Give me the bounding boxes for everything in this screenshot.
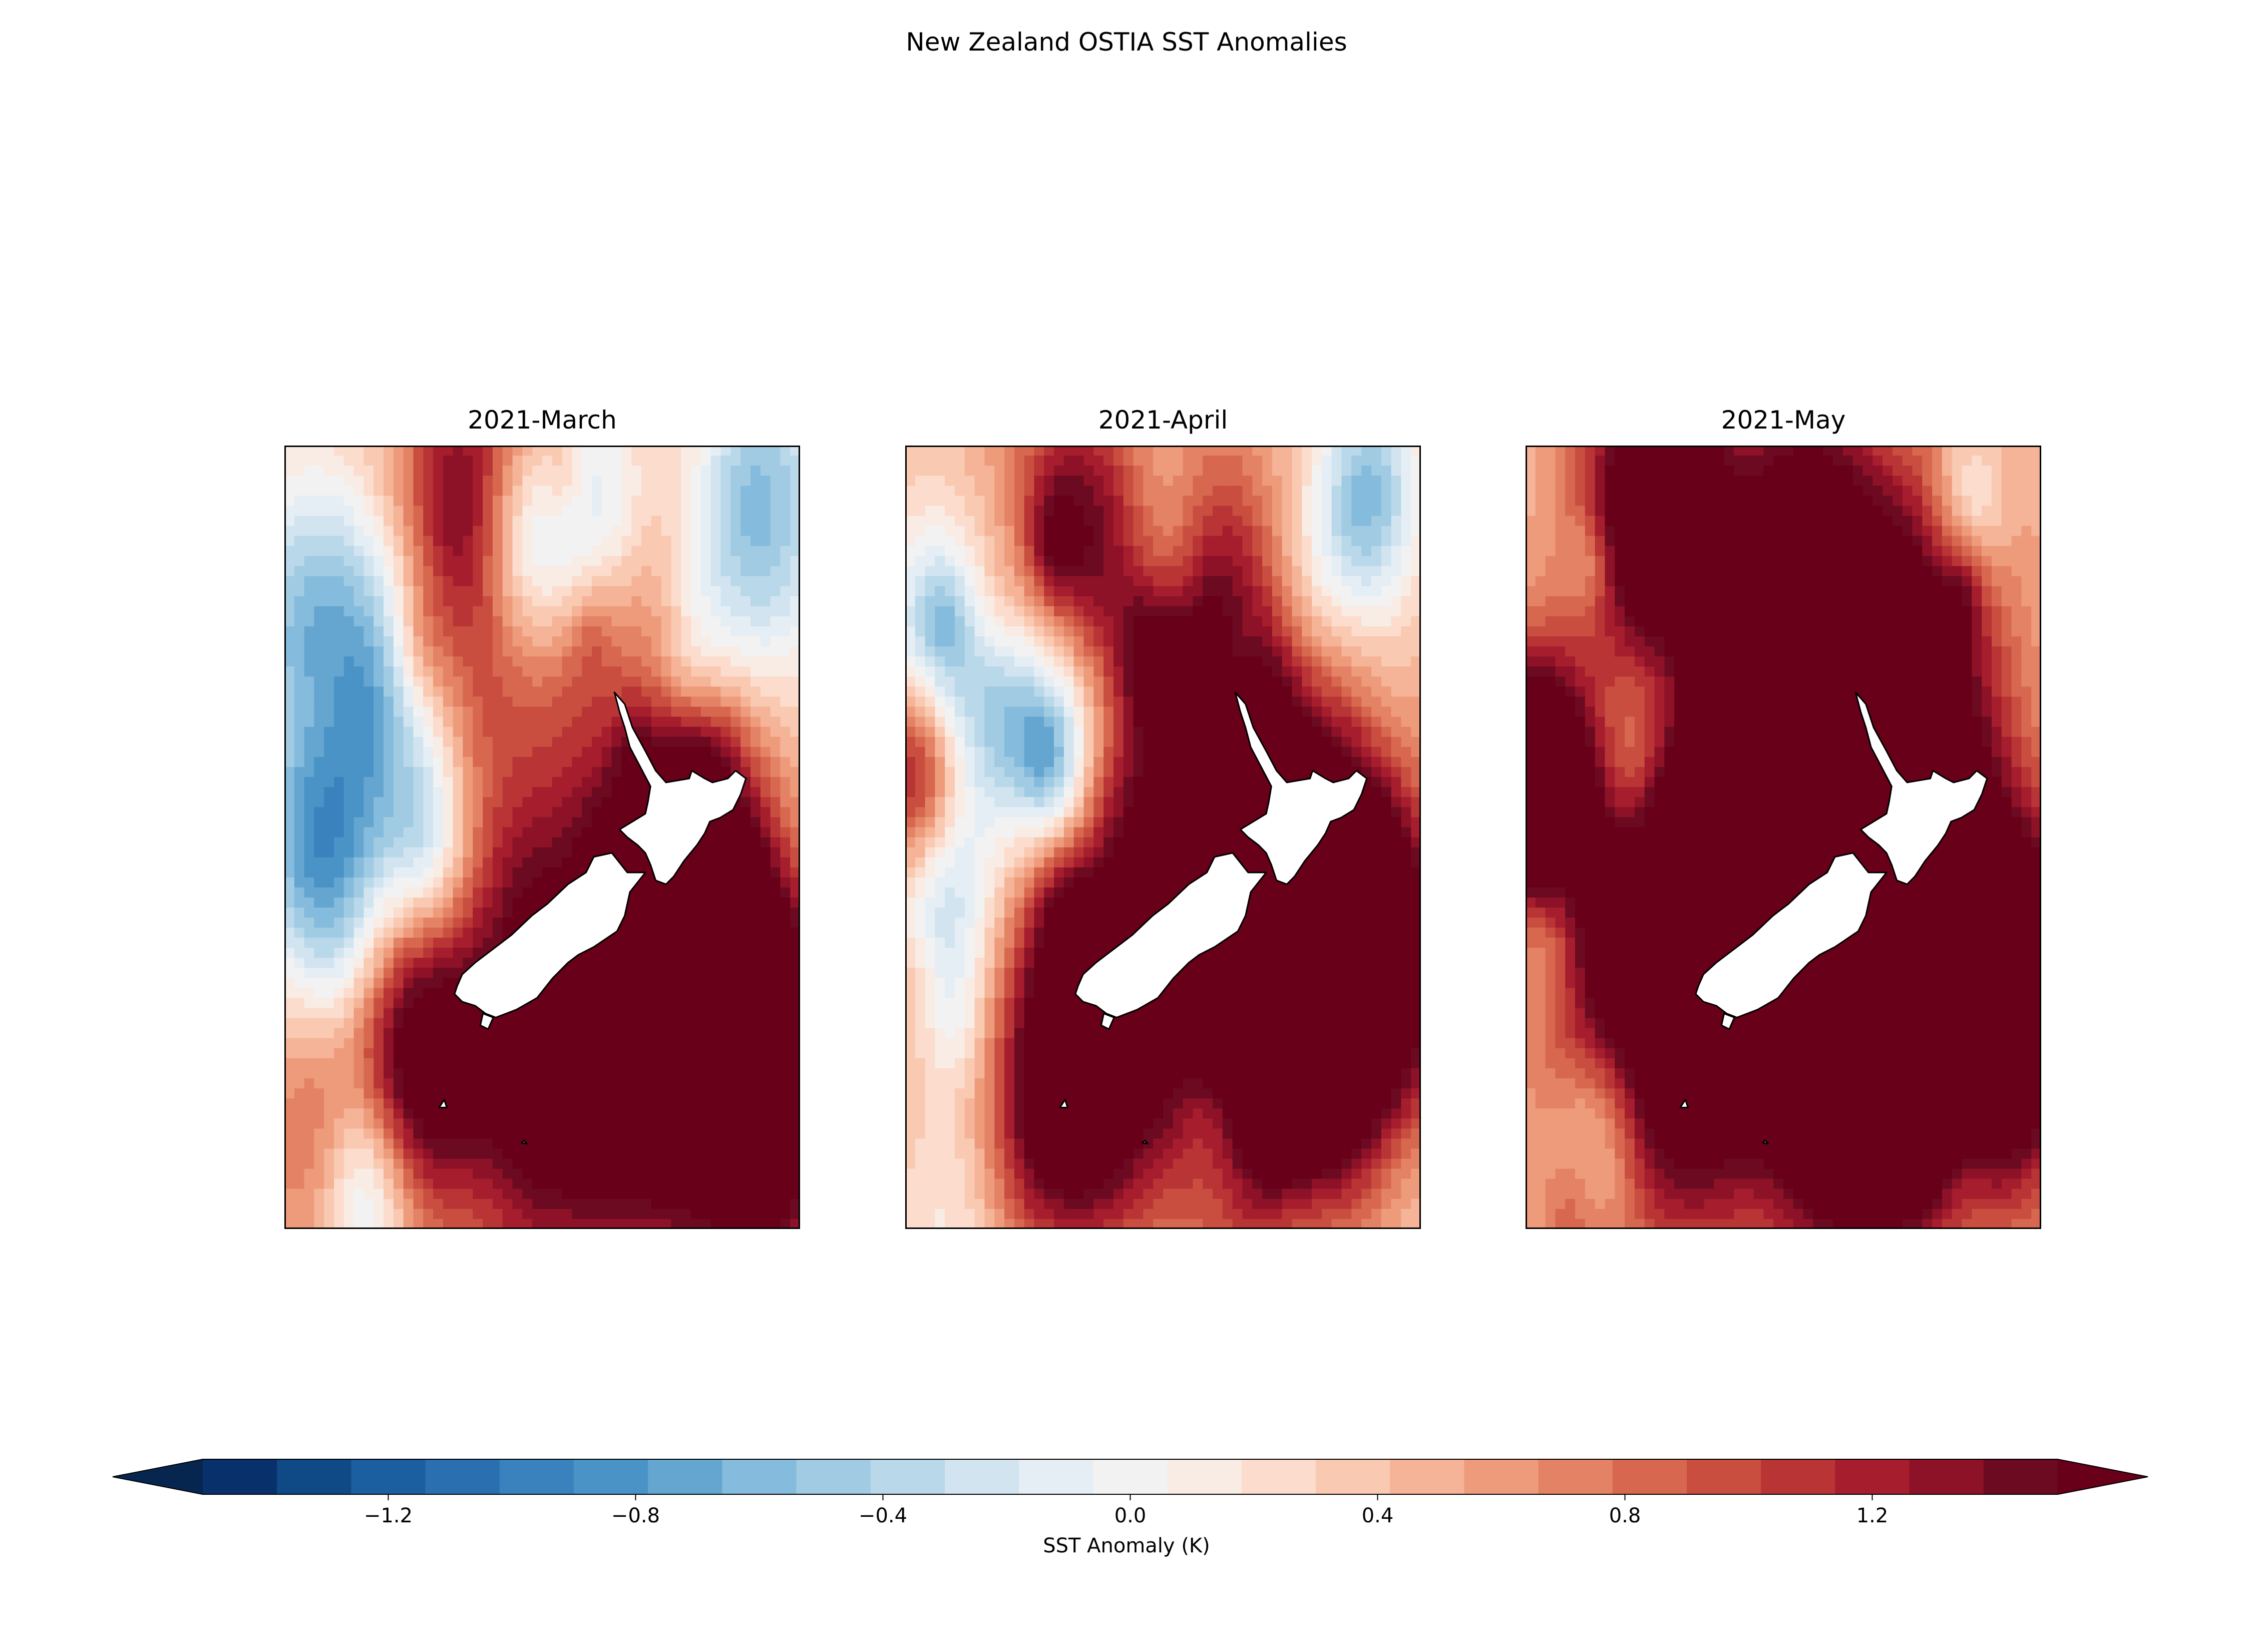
panel-title-april: 2021-April [1098,405,1228,435]
subantarctic-island [1762,1139,1769,1144]
colorbar-segment [648,1459,722,1494]
colorbar-segment [1316,1459,1390,1494]
colorbar-segment [796,1459,871,1494]
south-island [1695,852,1888,1018]
colorbar-extend-max [2058,1459,2148,1494]
map-panel-april [905,446,1421,1229]
north-island [613,691,747,885]
map-frame [905,446,1421,1229]
colorbar-tick-label: 0.0 [1114,1504,1147,1527]
colorbar-segment [870,1459,945,1494]
colorbar-extend-min [113,1459,203,1494]
north-island [1234,691,1368,885]
colorbar-segment [1761,1459,1835,1494]
colorbar-tick-label: 1.2 [1856,1504,1889,1527]
map-march-svg [284,446,800,1229]
map-panel-march [284,446,800,1229]
colorbar-segment [203,1459,277,1494]
south-island [1074,852,1267,1018]
sst-anomaly-field [905,446,1421,1229]
colorbar-segment [351,1459,426,1494]
figure-title: New Zealand OSTIA SST Anomalies [906,28,1347,57]
subantarctic-island [521,1139,528,1144]
north-island [1854,691,1988,885]
map-may-svg [1526,446,2041,1229]
colorbar-tick-label: −0.8 [611,1504,660,1527]
map-panel-may [1526,446,2041,1229]
colorbar-segment [499,1459,574,1494]
colorbar-segment [1241,1459,1316,1494]
map-frame [1526,446,2041,1229]
colorbar-tick-label: 0.4 [1361,1504,1394,1527]
south-island [454,852,646,1018]
colorbar-tick-label: −0.4 [858,1504,908,1527]
colorbar-segment [945,1459,1019,1494]
subantarctic-island [438,1099,448,1108]
colorbar-segment [425,1459,500,1494]
colorbar-segment [1983,1459,2058,1494]
sst-anomaly-field [284,446,800,1229]
colorbar-segment [1538,1459,1613,1494]
colorbar-segment [1390,1459,1464,1494]
colorbar-label: SST Anomaly (K) [1043,1534,1210,1557]
map-frame [284,446,800,1229]
panel-title-march: 2021-March [468,405,617,435]
colorbar-segment [277,1459,351,1494]
subantarctic-island [1142,1139,1149,1144]
map-april-svg [905,446,1421,1229]
stewart-island [479,1013,494,1030]
colorbar-segment [1835,1459,1910,1494]
subantarctic-island [1679,1099,1689,1108]
colorbar-segment [1093,1459,1168,1494]
stewart-island [1100,1013,1115,1030]
panel-title-may: 2021-May [1721,405,1846,435]
colorbar [0,1442,2253,1512]
colorbar-outline [112,1459,2148,1495]
colorbar-segment [574,1459,648,1494]
colorbar-svg [112,1459,2148,1500]
colorbar-segment [722,1459,797,1494]
colorbar-segment [1909,1459,1984,1494]
stewart-island [1720,1013,1735,1030]
colorbar-segment [1464,1459,1539,1494]
colorbar-tick-label: 0.8 [1609,1504,1641,1527]
colorbar-tick-label: −1.2 [363,1504,413,1527]
colorbar-segment [1612,1459,1687,1494]
colorbar-segment [1687,1459,1761,1494]
colorbar-segment [1019,1459,1093,1494]
colorbar-segment [1167,1459,1242,1494]
sst-anomaly-field [1526,446,2041,1229]
subantarctic-island [1059,1099,1068,1108]
